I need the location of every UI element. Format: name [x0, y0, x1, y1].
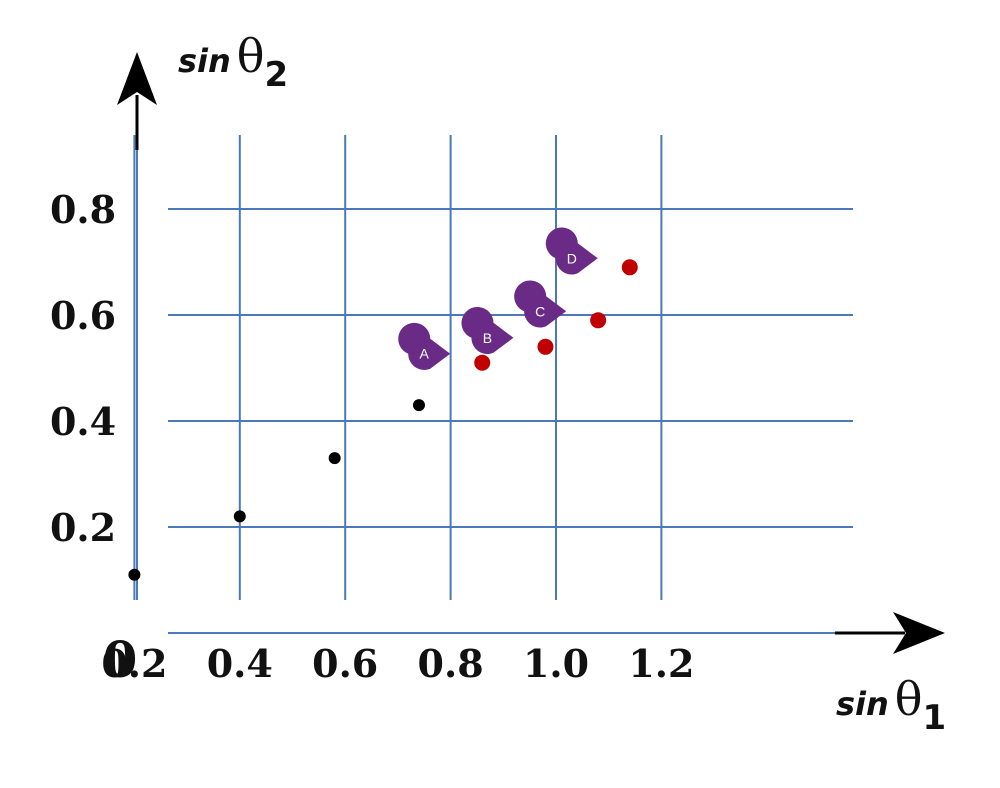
marker-b: B [461, 306, 514, 354]
data-point [233, 510, 246, 523]
grid [133, 135, 853, 634]
data-point [474, 354, 491, 371]
x-tick-label: 1.2 [628, 641, 694, 686]
origin-label: 0 [103, 630, 138, 689]
marker-c: C [514, 280, 567, 328]
marker-label: B [483, 330, 492, 346]
y-arrow-head [117, 52, 157, 105]
marker-shape [461, 306, 514, 354]
x-tick-label: 0.6 [312, 641, 378, 686]
data-point [537, 338, 554, 355]
marker-shape [514, 280, 567, 328]
marker-label: C [535, 303, 545, 319]
marker-a: A [398, 322, 451, 370]
marker-shape [545, 227, 598, 275]
y-tick-label: 0.2 [50, 505, 116, 550]
marker-shape [398, 322, 451, 370]
point-markers: A B C D [398, 227, 598, 370]
x-tick-label: 0.2 [101, 641, 167, 686]
x-arrow-head [893, 612, 945, 654]
axes [117, 52, 945, 654]
x-tick-label: 0.4 [207, 641, 273, 686]
data-point [621, 259, 638, 276]
tick-labels: 0.2 0.4 0.6 0.8 1.0 1.2 0.2 0.4 0.6 0.8 0 [50, 187, 695, 689]
y-tick-label: 0.4 [50, 399, 116, 444]
y-axis-label: sin θ2 [178, 29, 288, 95]
x-axis-label: sin θ1 [836, 672, 946, 738]
y-tick-label: 0.6 [50, 293, 116, 338]
x-tick-label: 0.8 [418, 641, 484, 686]
x-tick-label: 1.0 [523, 641, 589, 686]
data-point [590, 312, 607, 329]
data-point [128, 568, 141, 581]
y-tick-label: 0.8 [50, 187, 116, 232]
marker-label: D [567, 250, 577, 266]
marker-d: D [545, 227, 598, 275]
data-point [328, 452, 341, 465]
axis-labels: sin θ2 sin θ1 [178, 29, 946, 738]
data-points [128, 259, 638, 581]
marker-label: A [420, 346, 430, 362]
data-point [412, 399, 425, 412]
